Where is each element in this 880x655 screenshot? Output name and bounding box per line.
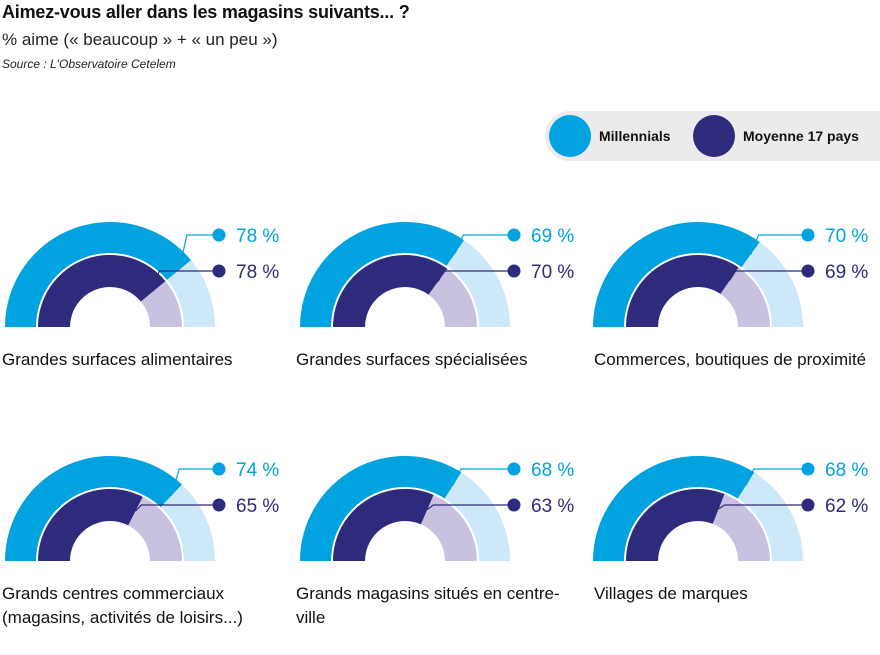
category-label: Villages de marques: [594, 584, 748, 603]
moyenne-value-dot: [801, 264, 815, 278]
gauge-millennials-arc: [593, 221, 760, 327]
moyenne-value-label: 65 %: [236, 496, 279, 517]
gauge-moyenne-arc: [333, 255, 448, 327]
moyenne-value-label: 63 %: [531, 496, 574, 517]
millennials-leader-line: [454, 234, 514, 254]
moyenne-leader-line: [728, 270, 808, 281]
millennials-value-label: 70 %: [825, 226, 868, 247]
legend: Millennials Moyenne 17 pays: [545, 111, 880, 161]
category-label: Grandes surfaces alimentaires: [2, 350, 233, 369]
category-label: Grandes surfaces spécialisées: [296, 350, 528, 369]
gauge-millennials-arc: [300, 222, 465, 327]
millennials-value-dot: [801, 462, 815, 476]
millennials-value-label: 69 %: [531, 226, 574, 247]
gauge-moyenne-arc: [38, 254, 166, 327]
legend-moyenne-swatch: [693, 115, 735, 157]
millennials-value-label: 68 %: [825, 460, 868, 481]
legend-millennials-label: Millennials: [599, 128, 671, 144]
millennials-value-dot: [507, 228, 521, 242]
millennials-value-dot: [507, 462, 521, 476]
moyenne-value-dot: [507, 498, 521, 512]
moyenne-leader-line: [718, 504, 808, 510]
gauge-moyenne-arc: [333, 489, 434, 561]
gauge-moyenne-arc: [626, 255, 739, 327]
millennials-leader-line: [178, 234, 219, 271]
millennials-leader-line: [452, 468, 514, 486]
category-label: Grands magasins situés en centre-ville: [296, 584, 560, 627]
moyenne-value-dot: [507, 264, 521, 278]
millennials-value-dot: [212, 462, 226, 476]
moyenne-leader-line: [152, 270, 219, 292]
millennials-value-label: 68 %: [531, 460, 574, 481]
gauge-millennials-arc: [300, 456, 462, 561]
gauge-millennials-arc: [593, 455, 755, 561]
moyenne-value-label: 62 %: [825, 496, 868, 517]
category-label: Commerces, boutiques de proximité: [594, 350, 867, 369]
category-label: Grands centres commerciaux (magasins, ac…: [2, 584, 243, 627]
gauge-millennials-arc: [5, 456, 182, 561]
moyenne-value-label: 70 %: [531, 262, 574, 283]
moyenne-value-label: 69 %: [825, 262, 868, 283]
gauge-millennials-arc: [5, 222, 191, 327]
gauge-moyenne-arc: [38, 488, 143, 561]
millennials-leader-line: [750, 234, 808, 255]
chart-source: Source : L'Observatoire Cetelem: [2, 57, 176, 71]
moyenne-value-dot: [212, 264, 226, 278]
moyenne-leader-line: [426, 504, 514, 511]
millennials-value-label: 74 %: [236, 460, 279, 481]
millennials-leader-line: [745, 468, 808, 486]
legend-millennials-swatch: [549, 115, 591, 157]
moyenne-value-dot: [212, 498, 226, 512]
moyenne-leader-line: [437, 270, 514, 282]
legend-moyenne-label: Moyenne 17 pays: [743, 128, 859, 144]
millennials-value-label: 78 %: [236, 226, 279, 247]
chart-subtitle: % aime (« beaucoup » + « un peu »): [2, 30, 278, 49]
millennials-value-dot: [212, 228, 226, 242]
millennials-value-dot: [801, 228, 815, 242]
moyenne-leader-line: [134, 504, 219, 512]
chart-title: Aimez-vous aller dans les magasins suiva…: [2, 2, 410, 22]
millennials-leader-line: [170, 468, 219, 496]
gauge-moyenne-arc: [626, 488, 725, 561]
moyenne-value-dot: [801, 498, 815, 512]
moyenne-value-label: 78 %: [236, 262, 279, 283]
